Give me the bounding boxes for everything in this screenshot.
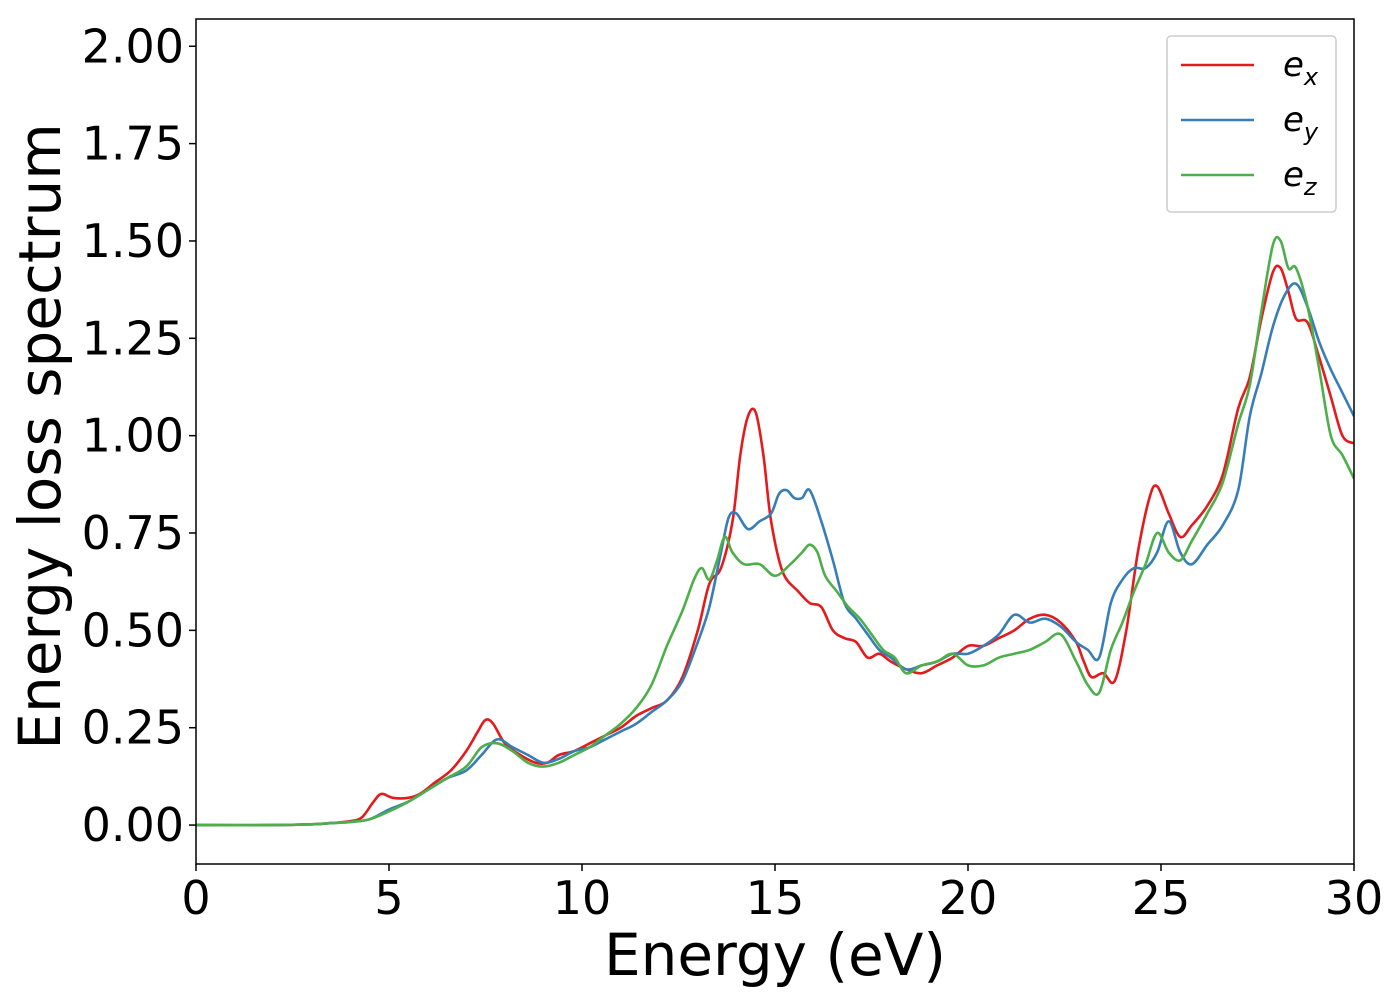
x-tick-label: 10 xyxy=(553,871,612,925)
x-tick-label: 5 xyxy=(374,871,403,925)
legend: ex ey ez xyxy=(1166,35,1337,213)
series-line-y xyxy=(196,282,1354,827)
legend-box xyxy=(1166,35,1337,213)
y-axis: 0.00 0.25 0.50 0.75 1.00 1.25 1.50 1.75 2.00 xyxy=(82,19,196,852)
y-tick-label: 1.25 xyxy=(82,311,184,365)
x-tick-label: 25 xyxy=(1132,871,1191,925)
y-tick-label: 1.00 xyxy=(82,409,184,463)
y-tick-label: 0.25 xyxy=(82,701,184,755)
y-tick-label: 1.75 xyxy=(82,117,184,171)
y-tick-label: 1.50 xyxy=(82,214,184,268)
y-tick-label: 0.75 xyxy=(82,506,184,560)
legend-label-x: ex xyxy=(1283,45,1319,91)
x-tick-label: 30 xyxy=(1325,871,1384,925)
x-axis: 0 5 10 15 20 25 30 xyxy=(181,864,1383,925)
legend-label-y: ey xyxy=(1283,100,1319,146)
series-line-z xyxy=(196,235,1354,827)
y-axis-label: Energy loss spectrum xyxy=(6,123,74,749)
y-tick-label: 0.50 xyxy=(82,603,184,657)
x-tick-label: 0 xyxy=(181,871,210,925)
x-tick-label: 15 xyxy=(746,871,805,925)
x-tick-label: 20 xyxy=(939,871,998,925)
legend-label-z: ez xyxy=(1283,155,1318,201)
x-axis-label: Energy (eV) xyxy=(604,921,946,989)
y-tick-label: 2.00 xyxy=(82,19,184,73)
y-tick-label: 0.00 xyxy=(82,798,184,852)
series-layer xyxy=(196,235,1354,827)
series-line-x xyxy=(196,264,1354,827)
